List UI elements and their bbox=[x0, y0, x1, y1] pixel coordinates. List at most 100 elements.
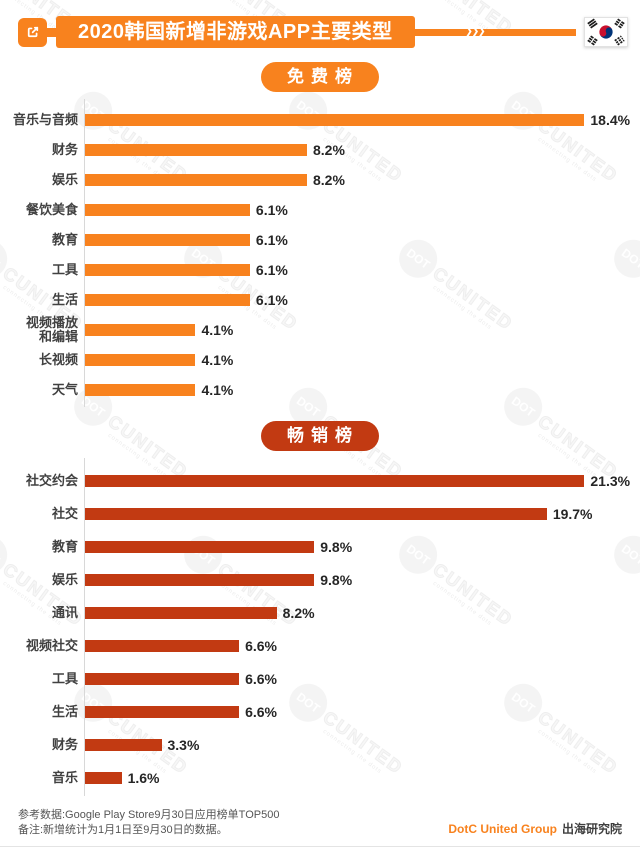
category-label: 社交 bbox=[51, 505, 78, 521]
bar-track: 8.2% bbox=[84, 605, 640, 621]
category-label: 娱乐 bbox=[51, 571, 78, 587]
bar-track: 3.3% bbox=[84, 737, 640, 753]
bar-row: 娱乐 8.2% bbox=[0, 165, 640, 195]
category-label: 视频播放 和编辑 bbox=[25, 315, 78, 344]
bar bbox=[84, 606, 277, 619]
bar-row: 长视频 4.1% bbox=[0, 345, 640, 375]
bar-row: 教育 9.8% bbox=[0, 530, 640, 563]
bar-row: 生活 6.1% bbox=[0, 285, 640, 315]
category-label: 视频社交 bbox=[25, 637, 78, 653]
category-label: 财务 bbox=[51, 736, 78, 752]
value-label: 19.7% bbox=[552, 505, 593, 522]
external-link-icon bbox=[18, 17, 47, 47]
bar bbox=[84, 507, 547, 520]
bar-track: 6.6% bbox=[84, 638, 640, 654]
brand-name: DotC United Group bbox=[448, 822, 557, 836]
value-label: 4.1% bbox=[201, 382, 234, 398]
bar bbox=[84, 264, 250, 276]
bar-track: 6.6% bbox=[84, 671, 640, 687]
bar bbox=[84, 639, 240, 652]
value-label: 9.8% bbox=[320, 571, 353, 588]
category-label: 教育 bbox=[51, 232, 78, 247]
korea-flag-icon bbox=[584, 17, 628, 47]
bar-row: 音乐与音频 18.4% bbox=[0, 105, 640, 135]
value-label: 6.6% bbox=[245, 703, 277, 720]
value-label: 8.2% bbox=[313, 142, 345, 158]
value-label: 4.1% bbox=[201, 322, 234, 338]
value-label: 18.4% bbox=[590, 112, 631, 128]
bar-track: 6.1% bbox=[84, 232, 640, 248]
banner-connector bbox=[47, 27, 56, 37]
category-label: 生活 bbox=[51, 703, 78, 719]
bestseller-chart: 畅销榜 社交约会 21.3% 社交 19.7% 教育 9.8% 娱乐 9.8% 通讯 8.2% 视频… bbox=[0, 421, 640, 796]
bar-row: 社交约会 21.3% bbox=[0, 464, 640, 497]
bar-track: 18.4% bbox=[84, 112, 640, 128]
category-label: 生活 bbox=[51, 292, 78, 307]
bar-row: 音乐 1.6% bbox=[0, 761, 640, 794]
category-label: 天气 bbox=[51, 382, 78, 397]
value-label: 6.6% bbox=[245, 670, 277, 687]
bar-row: 工具 6.1% bbox=[0, 255, 640, 285]
chevrons-icon: ❯❯❯ bbox=[464, 25, 486, 37]
bar-row: 财务 3.3% bbox=[0, 728, 640, 761]
category-label: 音乐与音频 bbox=[12, 112, 78, 127]
value-label: 6.1% bbox=[255, 232, 288, 248]
bar bbox=[84, 705, 240, 718]
header-line: ❯❯❯ bbox=[414, 25, 576, 37]
bar bbox=[84, 204, 250, 216]
bar-row: 生活 6.6% bbox=[0, 695, 640, 728]
category-label: 社交约会 bbox=[25, 472, 78, 488]
value-label: 6.1% bbox=[255, 202, 288, 218]
category-label: 餐饮美食 bbox=[25, 202, 78, 217]
bar-track: 4.1% bbox=[84, 352, 640, 368]
value-label: 6.1% bbox=[255, 292, 288, 308]
page-title: 2020韩国新增非游戏APP主要类型 bbox=[56, 16, 415, 48]
value-label: 6.1% bbox=[255, 262, 288, 278]
bar bbox=[84, 324, 196, 336]
value-label: 4.1% bbox=[201, 352, 234, 368]
bar-track: 9.8% bbox=[84, 539, 640, 555]
bar-track: 4.1% bbox=[84, 382, 640, 398]
free-chart: 免费榜 音乐与音频 18.4% 财务 8.2% 娱乐 8.2% 餐饮美食 6.1% 教育 6.1%… bbox=[0, 62, 640, 407]
bar bbox=[84, 294, 250, 306]
bar bbox=[84, 573, 315, 586]
bar bbox=[84, 114, 585, 126]
bar-track: 21.3% bbox=[84, 473, 640, 489]
bar-row: 通讯 8.2% bbox=[0, 596, 640, 629]
bestseller-chart-rows: 社交约会 21.3% 社交 19.7% 教育 9.8% 娱乐 9.8% 通讯 8.2% 视频社交 6.… bbox=[0, 458, 640, 796]
free-chart-rows: 音乐与音频 18.4% 财务 8.2% 娱乐 8.2% 餐饮美食 6.1% 教育 6.1% 工具 6.… bbox=[0, 99, 640, 407]
value-label: 21.3% bbox=[590, 472, 631, 489]
category-label: 工具 bbox=[51, 670, 78, 686]
value-label: 1.6% bbox=[127, 769, 160, 786]
bar-track: 1.6% bbox=[84, 770, 640, 786]
bar-track: 9.8% bbox=[84, 572, 640, 588]
footer-note-remark: 备注:新增统计为1月1日至9月30日的数据。 bbox=[18, 824, 228, 836]
category-label: 音乐 bbox=[51, 769, 78, 785]
axis-line bbox=[84, 99, 85, 407]
bar-row: 娱乐 9.8% bbox=[0, 563, 640, 596]
bar-track: 6.1% bbox=[84, 292, 640, 308]
category-label: 工具 bbox=[51, 262, 78, 277]
footer: 参考数据:Google Play Store9月30日应用榜单TOP500 备注… bbox=[0, 808, 640, 838]
org-name: 出海研究院 bbox=[561, 822, 622, 836]
bar-row: 教育 6.1% bbox=[0, 225, 640, 255]
bar bbox=[84, 234, 250, 246]
bar-row: 工具 6.6% bbox=[0, 662, 640, 695]
category-label: 教育 bbox=[51, 538, 78, 554]
category-label: 通讯 bbox=[51, 604, 78, 620]
bar-row: 视频社交 6.6% bbox=[0, 629, 640, 662]
footer-credit: DotC United Group 出海研究院 bbox=[448, 820, 622, 838]
bar bbox=[84, 672, 240, 685]
value-label: 8.2% bbox=[313, 172, 345, 188]
bar-track: 6.1% bbox=[84, 262, 640, 278]
bar bbox=[84, 384, 196, 396]
bar-track: 6.6% bbox=[84, 704, 640, 720]
bar bbox=[84, 174, 307, 186]
bar bbox=[84, 771, 122, 784]
bar bbox=[84, 474, 585, 487]
bar-track: 4.1% bbox=[84, 322, 640, 338]
category-label: 财务 bbox=[51, 142, 78, 157]
footer-note-source: 参考数据:Google Play Store9月30日应用榜单TOP500 bbox=[18, 809, 280, 821]
